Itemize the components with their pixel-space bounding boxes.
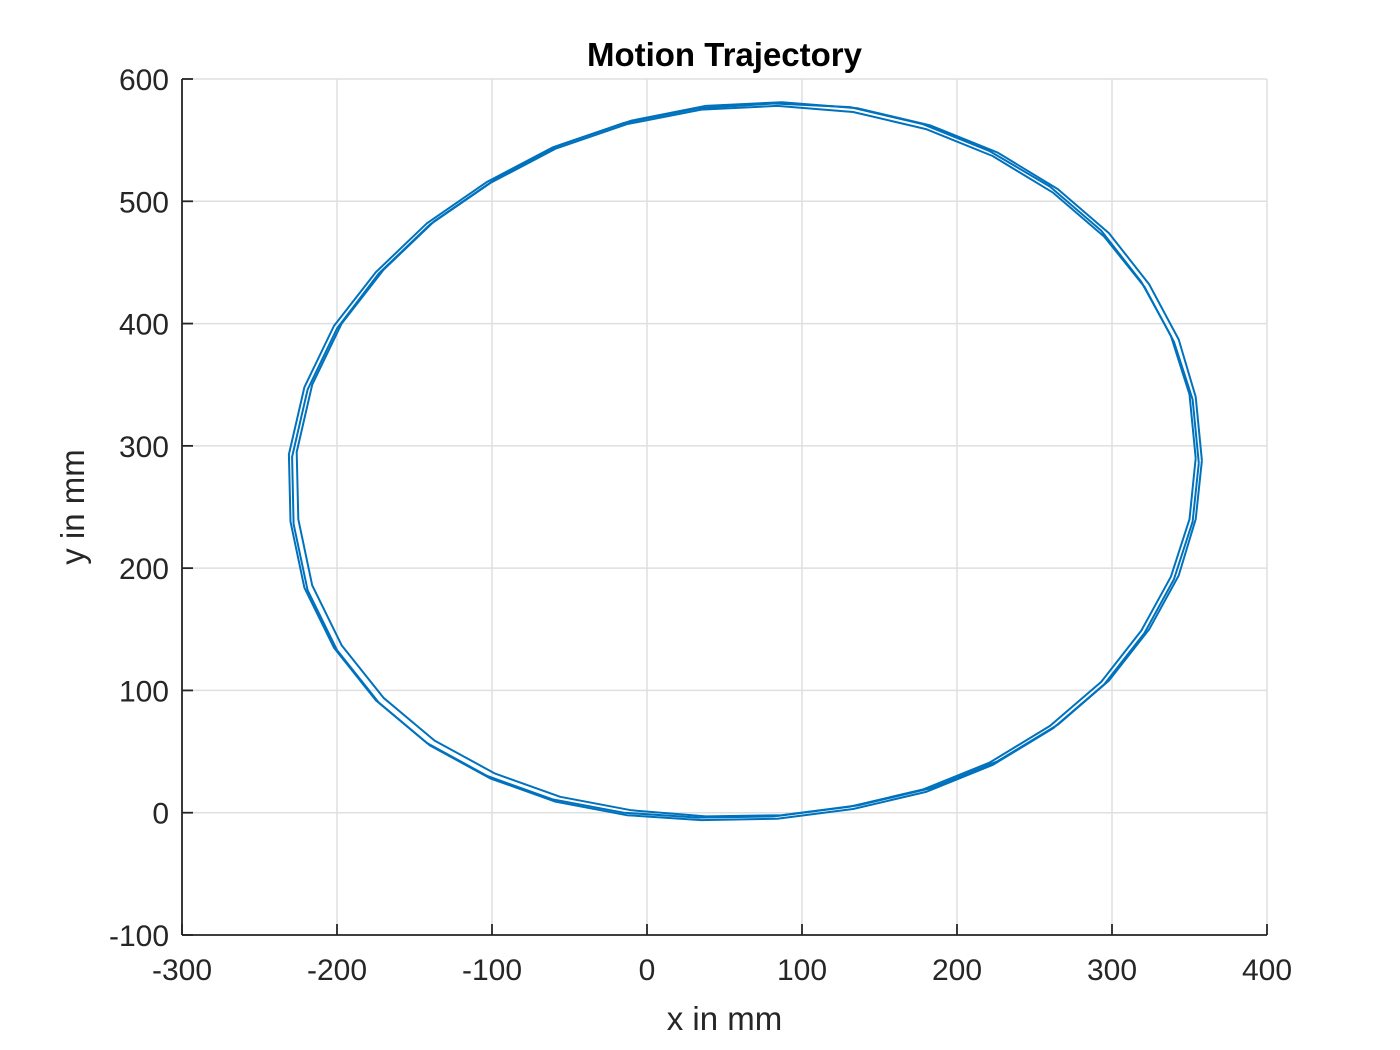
x-tick-label: -300 bbox=[152, 954, 212, 987]
y-tick-label: 600 bbox=[119, 64, 169, 97]
x-tick-label: -200 bbox=[307, 954, 367, 987]
x-tick-label: 400 bbox=[1242, 954, 1292, 987]
trajectory-line-2 bbox=[291, 104, 1200, 822]
y-tick-label: 100 bbox=[119, 675, 169, 708]
chart-title: Motion Trajectory bbox=[587, 36, 863, 73]
x-axis-title: x in mm bbox=[667, 1000, 783, 1037]
x-tick-labels: -300 -200 -100 0 100 200 300 400 bbox=[152, 954, 1292, 987]
tick-marks bbox=[181, 78, 1268, 936]
y-axis-title: y in mm bbox=[54, 449, 91, 565]
x-tick-label: 0 bbox=[639, 954, 656, 987]
x-tick-label: 200 bbox=[932, 954, 982, 987]
y-tick-label: 0 bbox=[152, 798, 169, 831]
y-tick-labels: -100 0 100 200 300 400 500 600 bbox=[109, 64, 169, 953]
y-tick-label: 400 bbox=[119, 309, 169, 342]
series-layer bbox=[287, 101, 1203, 822]
x-tick-label: -100 bbox=[462, 954, 522, 987]
y-tick-label: 200 bbox=[119, 553, 169, 586]
x-tick-label: 100 bbox=[777, 954, 827, 987]
y-tick-label: -100 bbox=[109, 920, 169, 953]
x-tick-label: 300 bbox=[1087, 954, 1137, 987]
axes bbox=[181, 79, 1267, 936]
trajectory-line-3 bbox=[287, 102, 1197, 819]
plot-area bbox=[182, 79, 1267, 935]
trajectory-line-1 bbox=[295, 101, 1203, 818]
y-tick-label: 500 bbox=[119, 186, 169, 219]
y-tick-label: 300 bbox=[119, 431, 169, 464]
